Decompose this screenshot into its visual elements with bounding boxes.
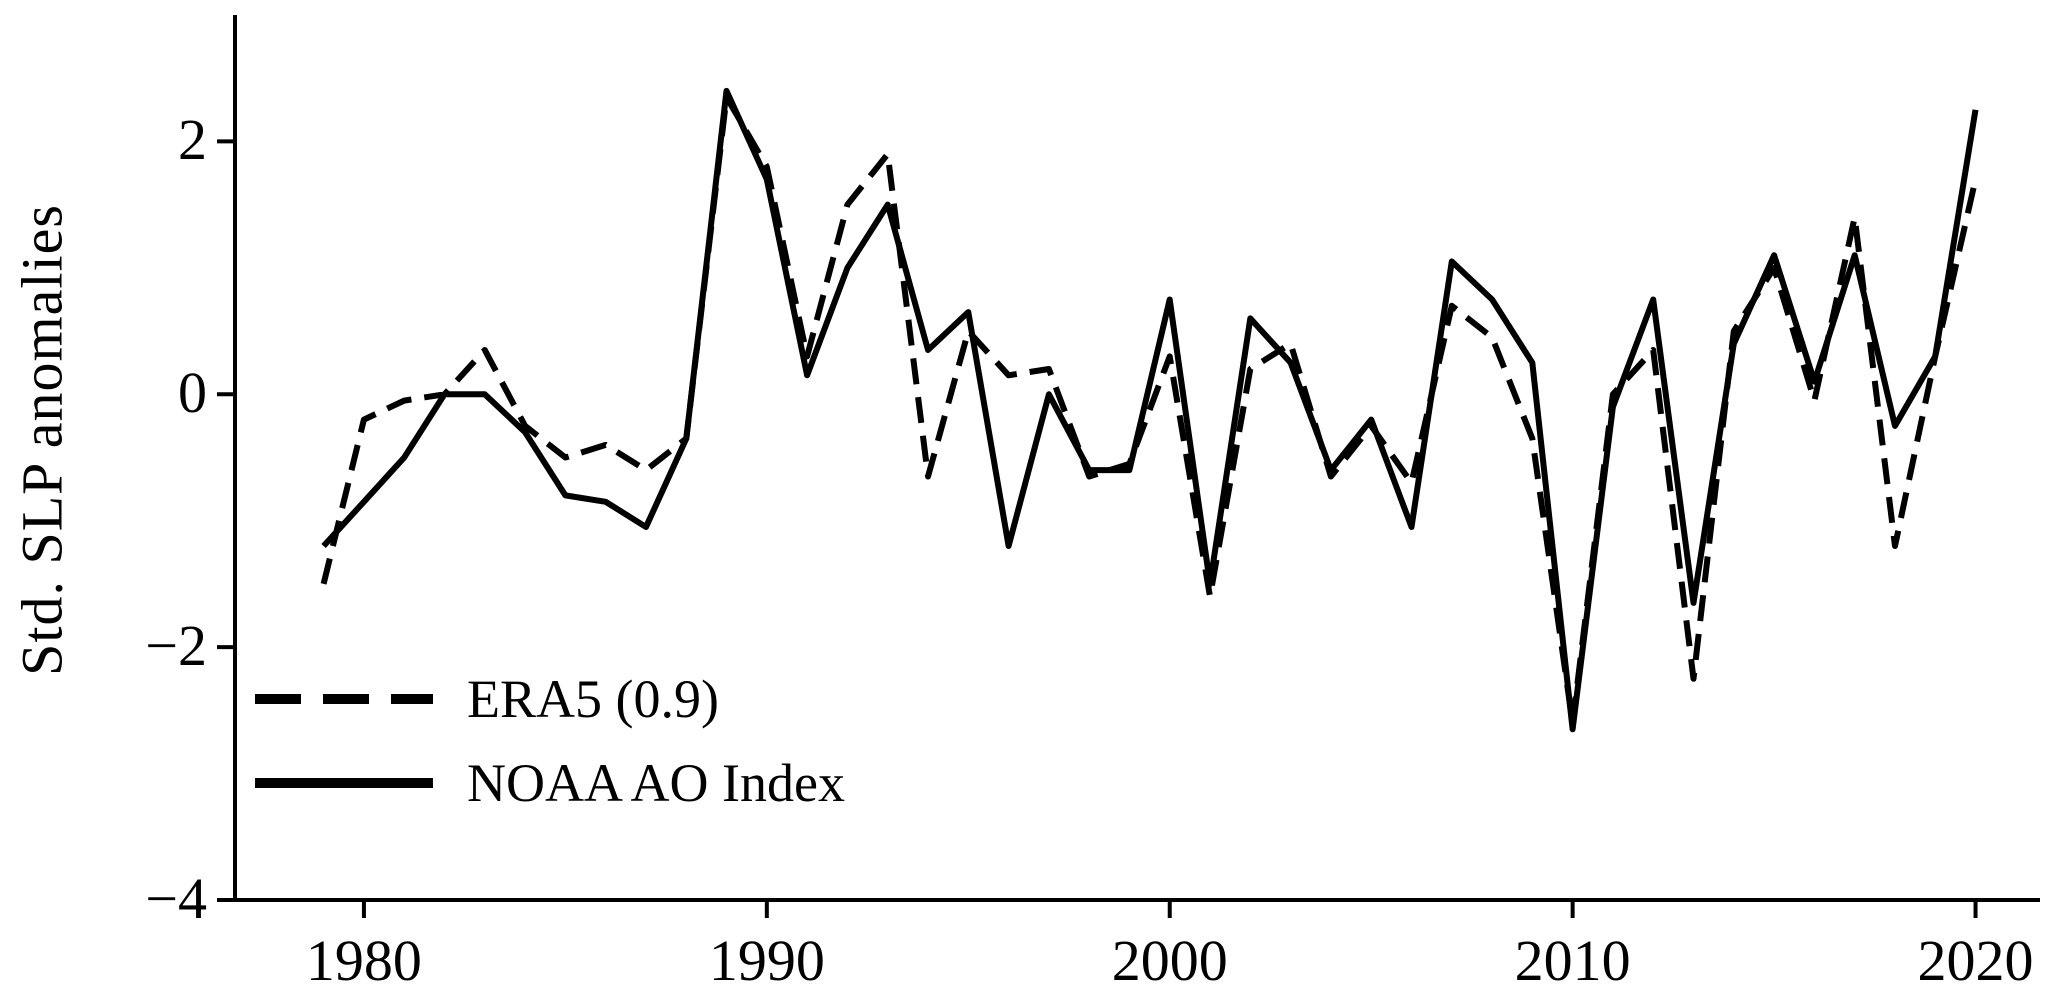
legend-row-noaa: NOAA AO Index <box>255 756 845 810</box>
x-tick-label: 2000 <box>1111 928 1228 993</box>
y-tick-label: 0 <box>178 360 207 426</box>
y-axis-label: Std. SLP anomalies <box>9 204 75 676</box>
era5-dashed-line-sample <box>255 694 433 704</box>
y-tick-label: −4 <box>145 866 207 931</box>
x-tick-label: 2010 <box>1514 928 1631 993</box>
noaa-line <box>321 87 1979 733</box>
chart-legend: ERA5 (0.9) NOAA AO Index <box>255 672 845 810</box>
legend-label-era5: ERA5 (0.9) <box>467 669 719 729</box>
noaa-solid-line-sample <box>255 778 433 788</box>
legend-label-noaa: NOAA AO Index <box>467 753 845 813</box>
era5-line <box>320 94 1979 726</box>
x-tick-label: 1980 <box>305 928 422 993</box>
y-tick-label: −2 <box>145 613 207 679</box>
y-tick-label: 2 <box>178 107 207 173</box>
x-tick-label: 2020 <box>1917 928 2034 993</box>
legend-row-era5: ERA5 (0.9) <box>255 672 845 726</box>
x-tick-label: 1990 <box>708 928 825 993</box>
